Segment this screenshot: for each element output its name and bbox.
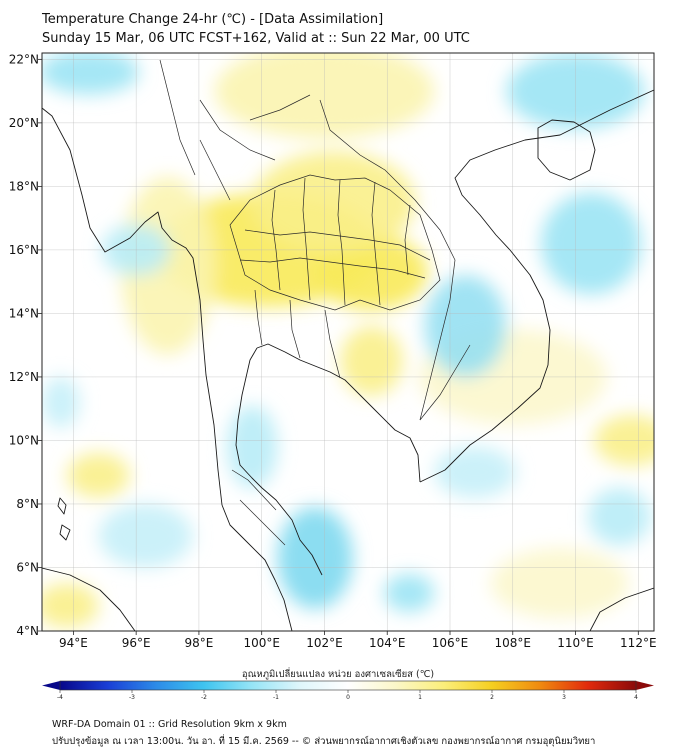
- gridlines: [42, 53, 654, 631]
- colorbar-tick-label: 1: [418, 694, 422, 701]
- lon-tick-label: 98°E: [184, 636, 213, 650]
- warm-anomaly-6: [67, 453, 130, 498]
- colorbar-tick-label: -2: [201, 694, 207, 701]
- cool-anomaly-7: [384, 573, 435, 612]
- cool-anomaly-4: [277, 507, 353, 609]
- lon-tick-label: 100°E: [243, 636, 280, 650]
- colorbar-max-extend: [636, 681, 654, 690]
- warm-anomaly-5: [120, 176, 215, 355]
- colorbar-min-extend: [42, 681, 60, 690]
- cool-anomaly-5: [227, 405, 278, 489]
- coastlines: [42, 89, 654, 631]
- footer-credit: ปรับปรุงข้อมูล ณ เวลา 13:00น. วัน อา. ที…: [52, 736, 596, 747]
- axis-labels: 94°E 96°E 98°E 100°E 102°E 104°E 106°E 108°E 110…: [9, 52, 657, 650]
- cool-anomaly-0: [42, 53, 140, 95]
- cool-anomaly-3: [424, 275, 507, 377]
- colorbar-tick-label: -3: [129, 694, 135, 701]
- lon-tick-label: 104°E: [369, 636, 406, 650]
- cool-anomaly-10: [434, 446, 516, 498]
- colorbar-tick-label: 0: [346, 694, 350, 701]
- cool-anomaly-2: [541, 192, 642, 295]
- lat-tick-label: 14°N: [9, 306, 39, 320]
- lon-tick-label: 106°E: [432, 636, 469, 650]
- warm-anomaly-2: [252, 151, 416, 254]
- map-title: Temperature Change 24-hr (℃) - [Data Ass…: [42, 12, 384, 27]
- cool-anomaly-8: [98, 503, 193, 568]
- lat-tick-label: 16°N: [9, 243, 39, 257]
- lat-tick-label: 6°N: [16, 560, 39, 574]
- colorbar-tick-label: 4: [634, 694, 638, 701]
- lat-tick-label: 8°N: [16, 497, 39, 511]
- lat-tick-label: 22°N: [9, 52, 39, 66]
- lat-tick-label: 10°N: [9, 433, 39, 447]
- colorbar-tick-label: 2: [490, 694, 494, 701]
- lon-tick-label: 112°E: [620, 636, 657, 650]
- lat-tick-label: 18°N: [9, 179, 39, 193]
- colorbar-tick-label: 3: [562, 694, 566, 701]
- colorbar-bar: [60, 681, 636, 690]
- lat-tick-label: 20°N: [9, 116, 39, 130]
- temperature-field: [42, 53, 654, 628]
- colorbar-label: อุณหภูมิเปลี่ยนแปลง หน่วย องศาเซลเซียส (…: [241, 669, 435, 680]
- lon-tick-label: 108°E: [495, 636, 532, 650]
- colorbar: -4 -3 -2 -1 0 1 2 3 4: [42, 680, 654, 701]
- colorbar-tick-label: -4: [57, 694, 63, 701]
- cool-anomaly-11: [588, 488, 651, 546]
- warm-anomaly-1: [315, 234, 429, 311]
- lon-tick-label: 102°E: [306, 636, 343, 650]
- warm-anomaly-3: [340, 326, 403, 396]
- lat-tick-label: 4°N: [16, 624, 39, 638]
- plot-frame: [41, 52, 655, 632]
- warm-anomaly-7: [42, 583, 99, 628]
- colorbar-tick-label: -1: [273, 694, 279, 701]
- warm-anomaly-10: [490, 548, 629, 619]
- lon-tick-label: 110°E: [557, 636, 594, 650]
- map-subtitle: Sunday 15 Mar, 06 UTC FCST+162, Valid at…: [42, 31, 470, 46]
- lat-tick-label: 12°N: [9, 370, 39, 384]
- lon-tick-label: 94°E: [59, 636, 88, 650]
- borders: [159, 59, 471, 546]
- cool-anomaly-9: [42, 376, 80, 428]
- lon-tick-label: 96°E: [122, 636, 151, 650]
- footer-model-info: WRF-DA Domain 01 :: Grid Resolution 9km …: [52, 719, 287, 730]
